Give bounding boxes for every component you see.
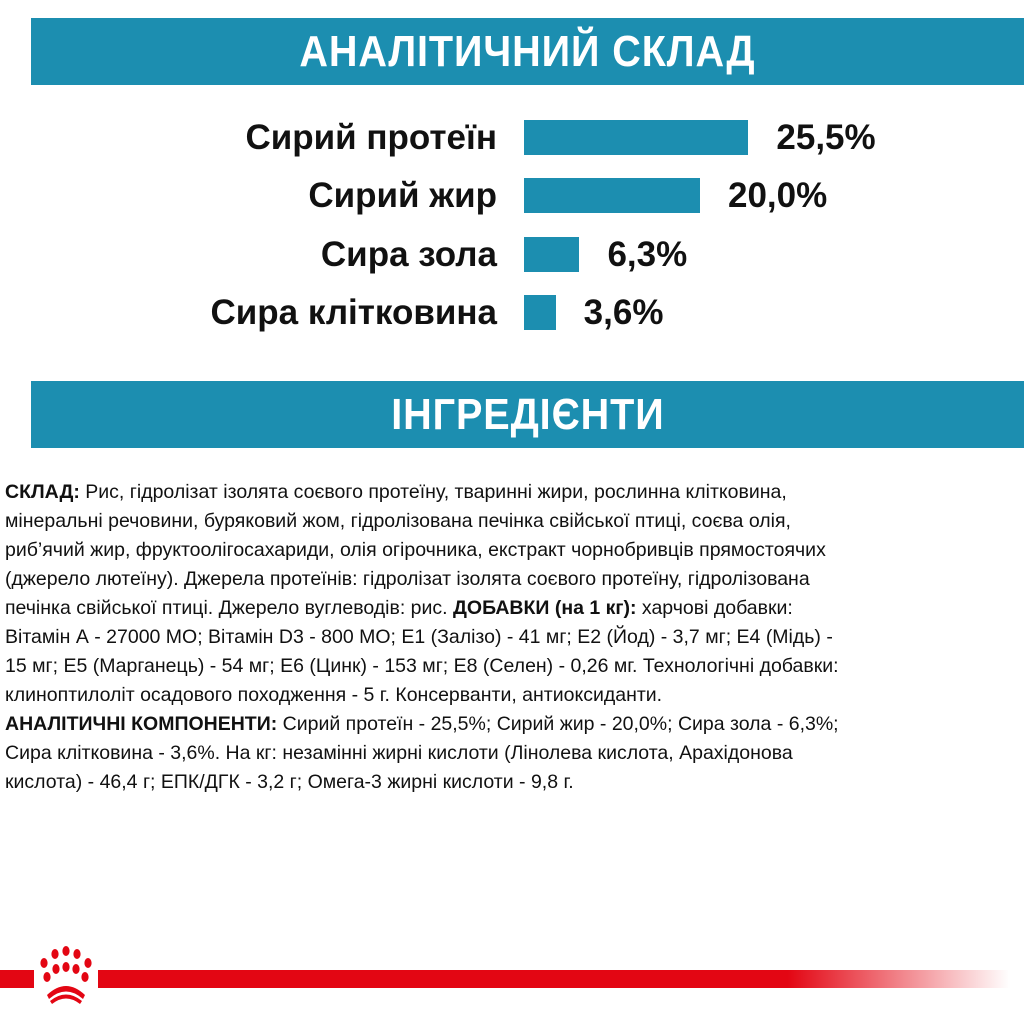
- ingredients-title: ІНГРЕДІЄНТИ: [390, 389, 665, 439]
- text-segment: печінка свійської птиці. Джерело вуглево…: [5, 597, 454, 619]
- bar-label: Сира клітковина: [210, 293, 497, 332]
- bar: [524, 237, 580, 272]
- text-line: печінка свійської птиці. Джерело вуглево…: [5, 594, 1020, 623]
- text-line: (джерело лютеїну). Джерела протеїнів: гі…: [5, 565, 1020, 594]
- ingredients-text: СКЛАД: Рис, гідролізат ізолята соєвого п…: [5, 478, 1020, 797]
- text-segment: Сира клітковина - 3,6%. На кг: незамінні…: [5, 742, 793, 764]
- bar: [524, 295, 556, 330]
- bar-label: Сира зола: [320, 235, 497, 274]
- text-line: СКЛАД: Рис, гідролізат ізолята соєвого п…: [5, 478, 1020, 507]
- text-segment: Сирий протеїн - 25,5%; Сирий жир - 20,0%…: [277, 713, 839, 735]
- analytical-composition-title: АНАЛІТИЧНИЙ СКЛАД: [299, 26, 756, 76]
- bar-value-label: 6,3%: [607, 235, 688, 274]
- bold-heading: СКЛАД:: [5, 481, 80, 503]
- text-segment: кислота) - 46,4 г; ЕПК/ДГК - 3,2 г; Омег…: [5, 771, 574, 793]
- text-segment: (джерело лютеїну). Джерела протеїнів: гі…: [5, 568, 810, 590]
- bar: [524, 120, 749, 155]
- text-line: АНАЛІТИЧНІ КОМПОНЕНТИ: Сирий протеїн - 2…: [5, 710, 1020, 739]
- nutrient-bar-chart: Сирий протеїн 25,5% Сирий жир 20,0% Сира зол…: [0, 0, 1024, 370]
- text-segment: риб’ячий жир, фруктоолігосахариди, олія …: [5, 539, 826, 561]
- text-line: клиноптилоліт осадового походження - 5 г…: [5, 681, 1020, 710]
- text-line: кислота) - 46,4 г; ЕПК/ДГК - 3,2 г; Омег…: [5, 768, 1020, 797]
- text-segment: Рис, гідролізат ізолята соєвого протеїну…: [79, 481, 787, 503]
- ingredients-header: ІНГРЕДІЄНТИ: [31, 381, 1024, 448]
- bar-value-label: 3,6%: [583, 293, 664, 332]
- text-segment: 15 мг; Е5 (Марганець) - 54 мг; Е6 (Цинк)…: [5, 655, 839, 677]
- bold-heading: АНАЛІТИЧНІ КОМПОНЕНТИ:: [5, 713, 278, 735]
- text-line: риб’ячий жир, фруктоолігосахариди, олія …: [5, 536, 1020, 565]
- text-segment: клиноптилоліт осадового походження - 5 г…: [5, 684, 663, 706]
- text-line: Сира клітковина - 3,6%. На кг: незамінні…: [5, 739, 1020, 768]
- text-segment: мінеральні речовини, буряковий жом, гідр…: [5, 510, 791, 532]
- text-line: Вітамін А - 27000 МО; Вітамін D3 - 800 М…: [5, 623, 1020, 652]
- text-line: 15 мг; Е5 (Марганець) - 54 мг; Е6 (Цинк)…: [5, 652, 1020, 681]
- royal-canin-crown-icon: [34, 945, 98, 1011]
- bar-value-label: 20,0%: [728, 176, 828, 215]
- analytical-composition-header: АНАЛІТИЧНИЙ СКЛАД: [31, 18, 1024, 85]
- footer-red-line: [0, 970, 1010, 988]
- bold-heading: ДОБАВКИ (на 1 кг):: [453, 597, 637, 619]
- bar-label: Сирий протеїн: [245, 118, 497, 157]
- bar-label: Сирий жир: [308, 176, 497, 215]
- bar-value-label: 25,5%: [776, 118, 876, 157]
- text-segment: Вітамін А - 27000 МО; Вітамін D3 - 800 М…: [5, 626, 833, 648]
- text-segment: харчові добавки:: [636, 597, 793, 619]
- bar: [524, 178, 700, 213]
- text-line: мінеральні речовини, буряковий жом, гідр…: [5, 507, 1020, 536]
